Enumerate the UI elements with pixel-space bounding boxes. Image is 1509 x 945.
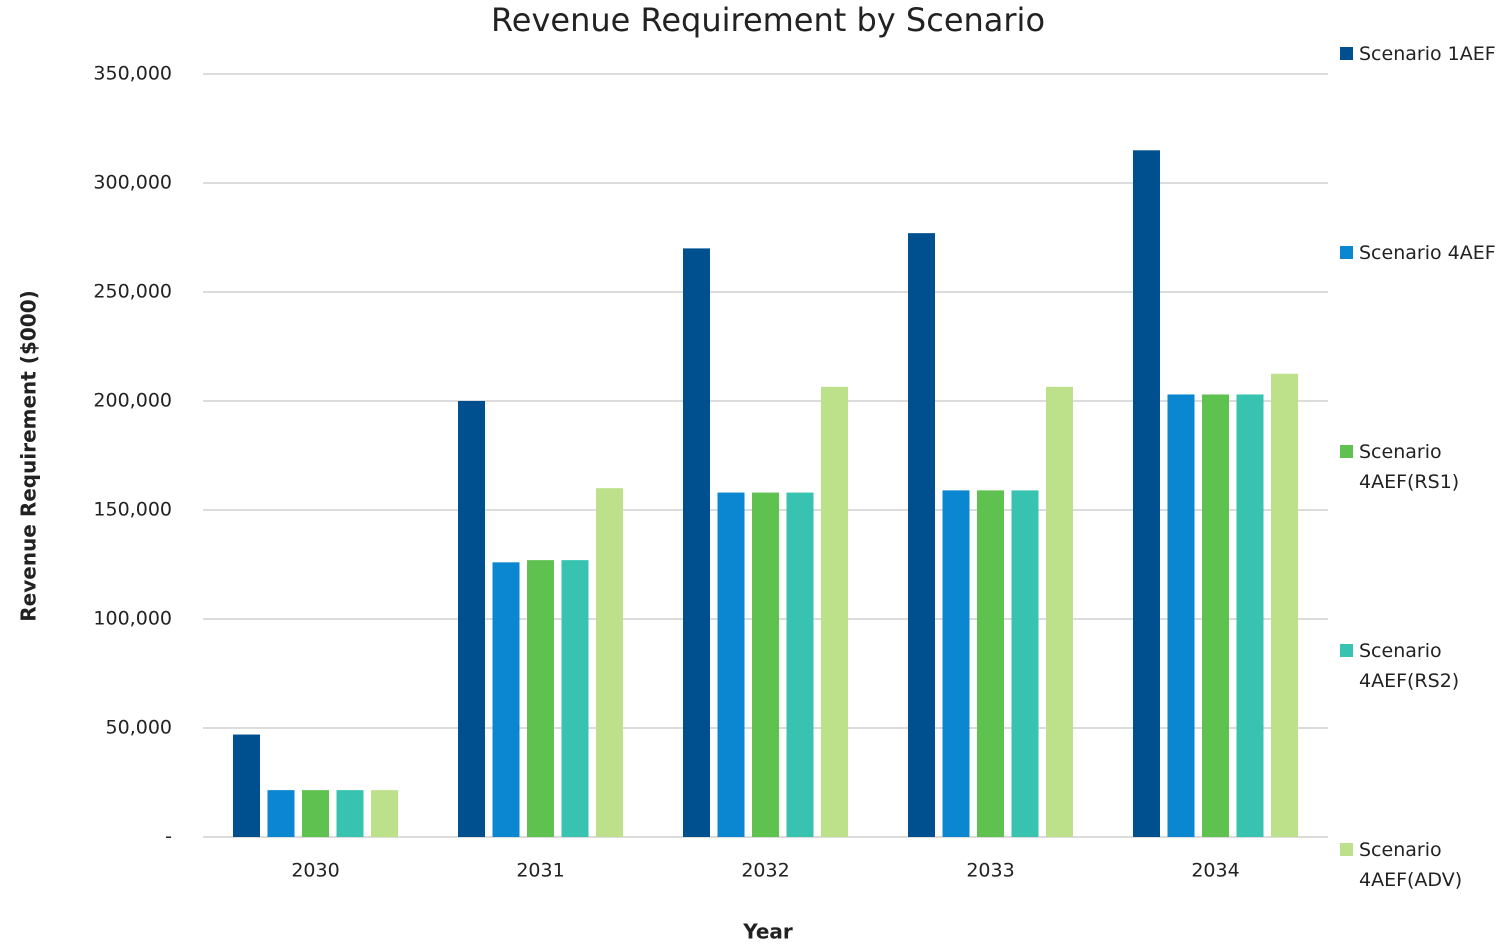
- y-tick-label: 200,000: [93, 390, 172, 412]
- y-tick-label: 250,000: [93, 281, 172, 303]
- bar: [596, 488, 623, 837]
- legend-item: Scenario 4AEF: [1340, 238, 1509, 268]
- y-tick-label: 100,000: [93, 608, 172, 630]
- legend-item: Scenario 4AEF(ADV): [1340, 835, 1509, 895]
- x-tick-label: 2031: [516, 860, 564, 882]
- bar: [1236, 394, 1264, 837]
- bar: [492, 562, 520, 837]
- bar: [683, 248, 710, 837]
- y-axis-label: Revenue Requirement ($000): [17, 290, 41, 621]
- bar: [821, 386, 848, 837]
- x-tick-label: 2032: [741, 860, 789, 882]
- legend-swatch: [1340, 843, 1353, 856]
- legend-label: Scenario 1AEF: [1359, 43, 1496, 65]
- y-tick-label: 350,000: [93, 63, 172, 85]
- bar: [908, 233, 935, 837]
- bar: [1271, 373, 1298, 837]
- bar: [527, 560, 554, 837]
- bar: [752, 492, 779, 837]
- x-tick-label: 2030: [291, 860, 339, 882]
- legend-swatch: [1340, 246, 1353, 259]
- bar: [1202, 394, 1229, 837]
- y-tick-label: -: [165, 826, 172, 848]
- legend-item: Scenario 1AEF: [1340, 39, 1509, 69]
- bar: [302, 790, 329, 837]
- bar: [942, 490, 970, 837]
- bar: [1011, 490, 1039, 837]
- legend-swatch: [1340, 644, 1353, 657]
- legend-label: Scenario 4AEF: [1359, 242, 1496, 264]
- x-tick-label: 2034: [1191, 860, 1239, 882]
- bar: [1167, 394, 1195, 837]
- legend-label: Scenario 4AEF(RS1): [1359, 441, 1460, 493]
- legend-item: Scenario 4AEF(RS2): [1340, 636, 1509, 696]
- chart-title: Revenue Requirement by Scenario: [491, 1, 1045, 39]
- legend-swatch: [1340, 445, 1353, 458]
- x-tick-label: 2033: [966, 860, 1014, 882]
- legend-label: Scenario 4AEF(ADV): [1359, 839, 1463, 891]
- bar: [267, 790, 295, 837]
- y-tick-label: 300,000: [93, 172, 172, 194]
- x-axis-label: Year: [742, 920, 793, 944]
- y-tick-label: 50,000: [106, 717, 172, 739]
- bar: [561, 560, 589, 837]
- legend-item: Scenario 4AEF(RS1): [1340, 437, 1509, 497]
- bar: [717, 492, 745, 837]
- legend-label: Scenario 4AEF(RS2): [1359, 640, 1460, 692]
- bar: [977, 490, 1004, 837]
- legend-swatch: [1340, 47, 1353, 60]
- bar: [1046, 386, 1073, 837]
- y-tick-label: 150,000: [93, 499, 172, 521]
- bar: [458, 401, 485, 837]
- bar: [371, 790, 398, 837]
- bar: [336, 790, 364, 837]
- bar: [1133, 150, 1160, 838]
- bar: [786, 492, 814, 837]
- bar: [233, 734, 260, 837]
